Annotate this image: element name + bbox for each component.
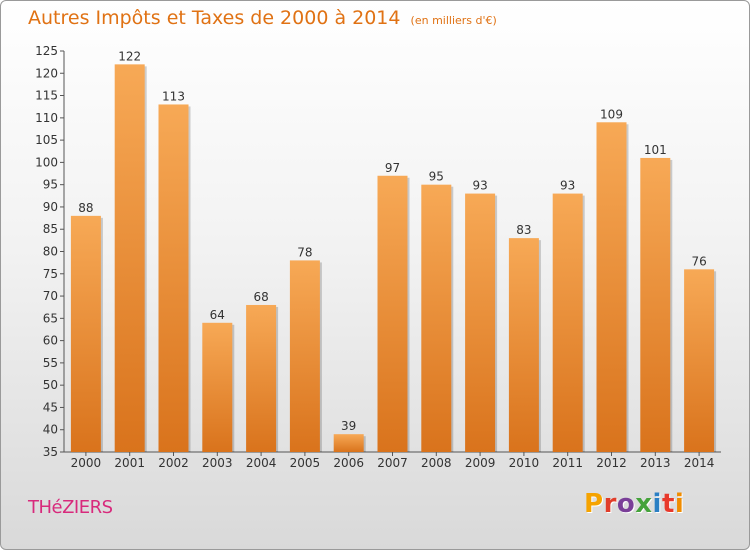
- bar: [70, 215, 101, 452]
- y-tick-label: 75: [43, 267, 58, 281]
- bar: [377, 175, 408, 452]
- y-tick-label: 60: [43, 334, 58, 348]
- data-label: 122: [118, 49, 141, 63]
- x-tick-label: 2012: [596, 456, 627, 470]
- data-label: 93: [472, 179, 487, 193]
- x-tick-label: 2011: [552, 456, 583, 470]
- y-tick-label: 125: [35, 44, 58, 58]
- bar: [158, 104, 189, 452]
- y-tick-label: 55: [43, 356, 58, 370]
- proxiti-logo[interactable]: Proxiti: [584, 489, 684, 519]
- y-tick-label: 70: [43, 289, 58, 303]
- chart-title: Autres Impôts et Taxes de 2000 à 2014 (e…: [28, 7, 497, 29]
- x-tick-label: 2001: [114, 456, 145, 470]
- data-label: 101: [644, 143, 667, 157]
- logo-letter: r: [603, 489, 617, 519]
- data-label: 83: [516, 223, 531, 237]
- data-label: 78: [297, 245, 312, 259]
- x-tick-label: 2010: [509, 456, 540, 470]
- x-tick-label: 2005: [290, 456, 321, 470]
- y-tick-label: 80: [43, 245, 58, 259]
- data-label: 109: [600, 107, 623, 121]
- y-tick-label: 120: [35, 66, 58, 80]
- y-tick-label: 95: [43, 178, 58, 192]
- x-tick-label: 2000: [71, 456, 102, 470]
- bar: [552, 193, 583, 453]
- logo-letter: i: [652, 489, 662, 519]
- chart-title-text: Autres Impôts et Taxes de 2000 à 2014: [28, 7, 401, 29]
- data-label: 95: [429, 170, 444, 184]
- y-tick-label: 85: [43, 222, 58, 236]
- y-tick-label: 65: [43, 311, 58, 325]
- bar: [333, 434, 364, 452]
- x-tick-label: 2009: [465, 456, 496, 470]
- logo-letter: o: [616, 489, 636, 519]
- y-tick-label: 50: [43, 378, 58, 392]
- commune-name: THéZIERS: [28, 497, 113, 518]
- x-tick-label: 2014: [684, 456, 715, 470]
- x-tick-label: 2004: [246, 456, 277, 470]
- data-label: 39: [341, 419, 356, 433]
- bar: [596, 122, 627, 453]
- bar: [114, 64, 145, 452]
- y-tick-label: 105: [35, 133, 58, 147]
- data-labels: 88 122 113 64 68 78 39 97 95 93 83 93 109 101 76: [78, 49, 706, 433]
- bar: [684, 269, 715, 452]
- y-tick-label: 100: [35, 155, 58, 169]
- bar: [289, 260, 320, 452]
- x-tick-label: 2006: [333, 456, 364, 470]
- bar: [640, 157, 671, 452]
- x-tick-label: 2007: [377, 456, 408, 470]
- logo-letter: P: [584, 489, 604, 519]
- y-tick-label: 115: [35, 89, 58, 103]
- x-tick-label: 2003: [202, 456, 233, 470]
- bar: [202, 322, 233, 452]
- x-tick-label: 2013: [640, 456, 671, 470]
- logo-letter: i: [674, 489, 685, 519]
- data-label: 76: [691, 254, 706, 268]
- data-label: 97: [385, 161, 400, 175]
- bar: [508, 238, 539, 452]
- y-tick-label: 35: [43, 445, 58, 459]
- y-tick-label: 110: [35, 111, 58, 125]
- data-label: 93: [560, 179, 575, 193]
- bar: [465, 193, 496, 453]
- x-tick-label: 2002: [158, 456, 189, 470]
- logo-letter: x: [635, 489, 653, 519]
- bar: [246, 304, 277, 452]
- data-label: 113: [162, 89, 185, 103]
- x-tick-label: 2008: [421, 456, 452, 470]
- y-axis: 35 40 45 50 55 60 65 70 75 80 85 90 95 100 105 110 115 12…: [35, 44, 65, 459]
- bars: [70, 64, 717, 453]
- y-tick-label: 40: [43, 423, 58, 437]
- chart-subtitle: (en milliers d'€): [410, 14, 497, 27]
- data-label: 88: [78, 201, 93, 215]
- y-tick-label: 90: [43, 200, 58, 214]
- data-label: 68: [253, 290, 268, 304]
- data-label: 64: [210, 308, 225, 322]
- y-tick-label: 45: [43, 400, 58, 414]
- bar: [421, 184, 452, 452]
- x-axis: 2000 2001 2002 2003 2004 2005 2006 2007 2008 2009…: [64, 451, 721, 470]
- logo-letter: t: [661, 489, 675, 519]
